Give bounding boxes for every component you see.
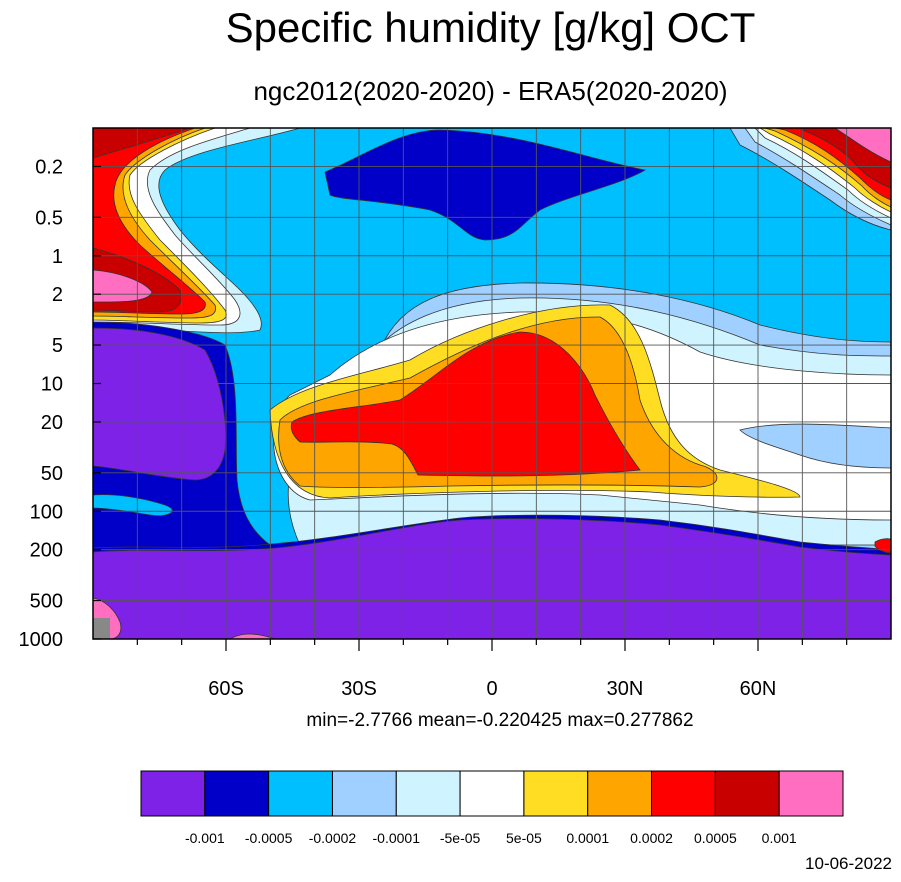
colorbar-swatch	[204, 770, 270, 817]
y-tick-label: 0.5	[35, 207, 63, 229]
colorbar-label: 5e-05	[506, 830, 542, 846]
y-axis: 0.2 0.5 1 2 5 10 20 50 100 200 500 1000	[19, 156, 101, 651]
grid-lines	[93, 128, 891, 640]
x-tick-label: 0	[486, 678, 497, 700]
date-stamp: 10-06-2022	[805, 854, 892, 873]
y-tick-label: 200	[30, 540, 63, 562]
y-tick-label: 10	[41, 374, 63, 396]
colorbar-label: -5e-05	[440, 830, 481, 846]
chart-subtitle: ngc2012(2020-2020) - ERA5(2020-2020)	[253, 76, 728, 106]
region-dark-blue-upper	[324, 129, 647, 241]
colorbar-swatch	[523, 770, 589, 817]
colorbar-label: 0.001	[762, 830, 797, 846]
colorbar-label: 0.0005	[694, 830, 737, 846]
colorbar-swatch	[331, 770, 397, 817]
y-tick-label: 5	[52, 335, 63, 357]
y-tick-label: 0.2	[35, 156, 63, 178]
x-tick-label: 60S	[208, 678, 244, 700]
colorbar-label: 0.0002	[630, 830, 673, 846]
y-tick-label: 1000	[19, 629, 64, 651]
colorbar-swatch	[651, 770, 716, 817]
colorbar-label: -0.0005	[245, 830, 293, 846]
colorbar-swatch	[268, 770, 333, 817]
region-pale-blue-patch	[739, 423, 891, 469]
y-tick-label: 2	[52, 284, 63, 306]
colorbar-label: -0.0002	[309, 830, 357, 846]
colorbar-swatch	[587, 770, 653, 817]
chart-title: Specific humidity [g/kg] OCT	[225, 4, 756, 51]
y-tick-label: 1	[52, 246, 63, 268]
region-gray-surface	[93, 618, 110, 639]
region-red-tropics	[290, 331, 641, 477]
x-axis: 60S 30S 0 30N 60N	[136, 639, 848, 700]
stats-text: min=-2.7766 mean=-0.220425 max=0.277862	[306, 710, 694, 731]
colorbar: -0.001 -0.0005 -0.0002 -0.0001 -5e-05 5e-05 0.…	[140, 770, 844, 846]
y-tick-label: 20	[41, 412, 63, 434]
colorbar-swatch	[395, 770, 461, 817]
region-purple-sh	[93, 327, 226, 481]
y-tick-label: 50	[41, 463, 63, 485]
colorbar-swatch	[778, 770, 844, 817]
colorbar-label: -0.001	[185, 830, 225, 846]
x-tick-label: 30S	[341, 678, 377, 700]
region-light-blue-sh-strip	[93, 494, 173, 517]
colorbar-swatch	[714, 770, 780, 817]
x-tick-label: 30N	[607, 678, 644, 700]
y-tick-label: 500	[30, 591, 63, 613]
colorbar-swatch	[140, 770, 206, 817]
colorbar-label: -0.0001	[373, 830, 421, 846]
y-tick-label: 100	[30, 501, 63, 523]
colorbar-label: 0.0001	[566, 830, 609, 846]
region-dark-red-upper-left-top	[93, 128, 191, 159]
colorbar-swatch	[459, 770, 525, 817]
x-tick-label: 60N	[740, 678, 777, 700]
